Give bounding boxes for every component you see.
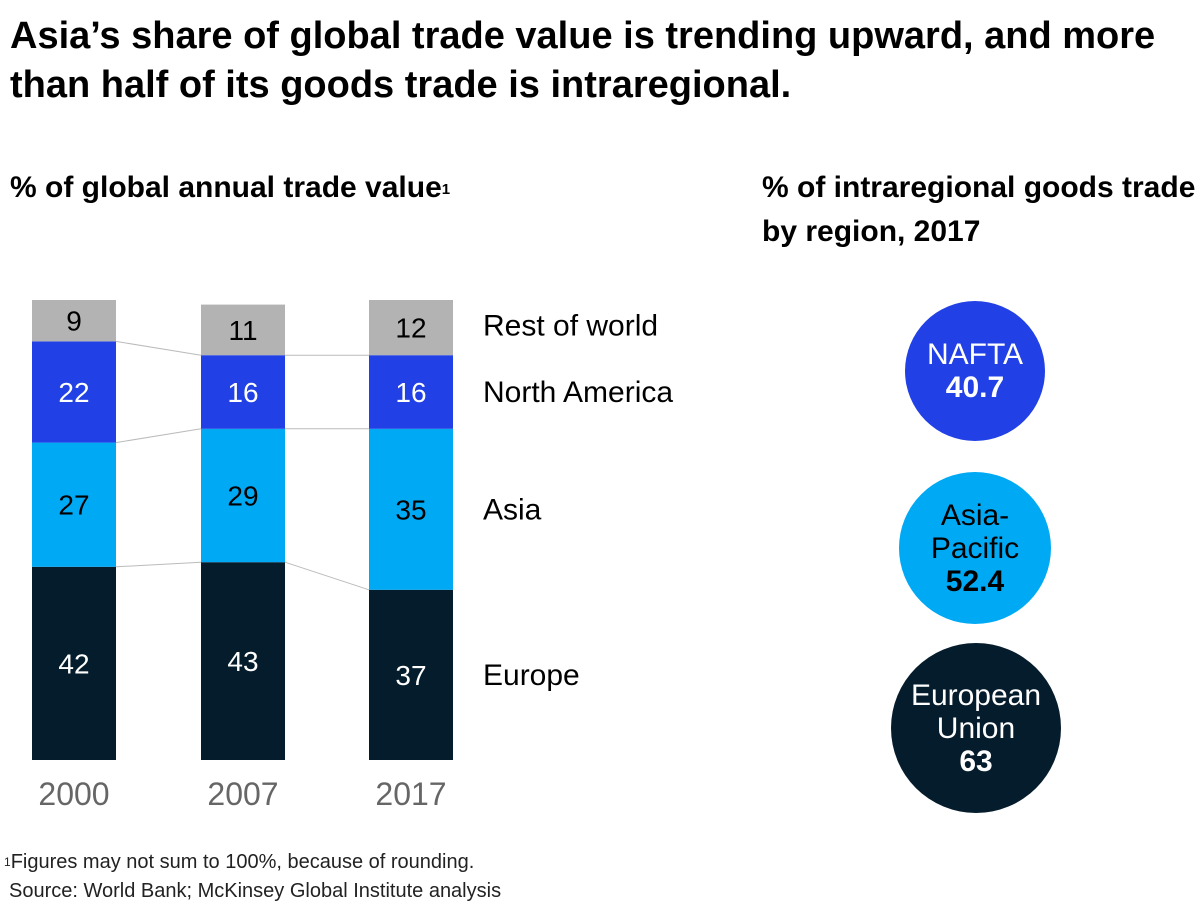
legend-label-europe: Europe xyxy=(483,659,580,692)
footnote-note-text: Figures may not sum to 100%, because of … xyxy=(10,851,475,873)
left-chart-subtitle: % of global annual trade value1 xyxy=(10,166,450,210)
legend-label-rest-of-world: Rest of world xyxy=(483,310,658,343)
legend-label-asia: Asia xyxy=(483,493,542,526)
data-label: 43 xyxy=(227,646,258,677)
bubble-label: Pacific xyxy=(930,531,1020,565)
data-label: 11 xyxy=(228,315,257,346)
footnote: 1Figures may not sum to 100%, because of… xyxy=(4,848,501,906)
data-label: 42 xyxy=(58,648,89,679)
connector-line xyxy=(115,561,202,568)
footnote-source: Source: World Bank; McKinsey Global Inst… xyxy=(9,880,502,902)
bubble-value: 63 xyxy=(959,744,993,778)
chart-title: Asia’s share of global trade value is tr… xyxy=(10,15,1156,106)
bar-segment-asia-2017 xyxy=(369,428,453,590)
data-label: 9 xyxy=(66,306,82,337)
stacked-bar-chart: 42 27 22 9 2000 43 29 16 11 2007 37 35 16 12 2017 Europ… xyxy=(32,300,673,812)
bubble-value: 40.7 xyxy=(945,371,1005,404)
bubble-european-union: European Union 63 xyxy=(891,643,1061,813)
bar-segment-europe-2017 xyxy=(369,589,453,760)
bar-segment-asia-2007 xyxy=(201,428,285,563)
connector-line xyxy=(115,428,202,444)
bar-segment-north-america-2007 xyxy=(201,355,285,429)
x-tick-label: 2007 xyxy=(207,776,278,812)
data-label: 16 xyxy=(227,377,258,408)
bubble-label: Asia- xyxy=(940,498,1010,532)
bar-segment-asia-2000 xyxy=(32,442,116,567)
bar-segment-rest-of-world-2000 xyxy=(32,300,116,342)
data-label: 35 xyxy=(395,494,426,525)
x-tick-label: 2000 xyxy=(38,776,109,812)
bubble-label: NAFTA xyxy=(926,338,1024,371)
bubble-nafta: NAFTA 40.7 xyxy=(905,301,1045,441)
data-label: 27 xyxy=(58,490,89,521)
data-label: 29 xyxy=(227,481,258,512)
footnote-note: 1Figures may not sum to 100%, because of… xyxy=(4,848,501,877)
bubble-value: 52.4 xyxy=(945,564,1005,598)
bar-segment-north-america-2017 xyxy=(369,355,453,429)
x-tick-label: 2017 xyxy=(375,776,446,812)
left-subtitle-text: % of global annual trade value xyxy=(10,171,442,204)
data-label: 16 xyxy=(395,377,426,408)
bar-segment-europe-2007 xyxy=(201,562,285,760)
bar-segment-rest-of-world-2007 xyxy=(201,304,285,356)
bar-segment-europe-2000 xyxy=(32,566,116,760)
data-label: 22 xyxy=(58,377,89,408)
connector-line xyxy=(115,340,202,356)
bubble-label: Union xyxy=(936,711,1016,745)
right-chart-subtitle: % of intraregional goods trade by region… xyxy=(762,171,1196,248)
footnote-mark: 1 xyxy=(441,181,451,198)
data-label: 12 xyxy=(395,313,426,344)
bar-segment-rest-of-world-2017 xyxy=(369,300,453,356)
connector-line xyxy=(284,561,370,591)
footnote-note-mark: 1 xyxy=(4,855,11,869)
bubble-asia-pacific: Asia- Pacific 52.4 xyxy=(899,472,1051,624)
bar-segment-north-america-2000 xyxy=(32,341,116,443)
bubble-label: European xyxy=(910,678,1042,712)
data-label: 37 xyxy=(395,660,426,691)
legend-label-north-america: North America xyxy=(483,376,673,409)
